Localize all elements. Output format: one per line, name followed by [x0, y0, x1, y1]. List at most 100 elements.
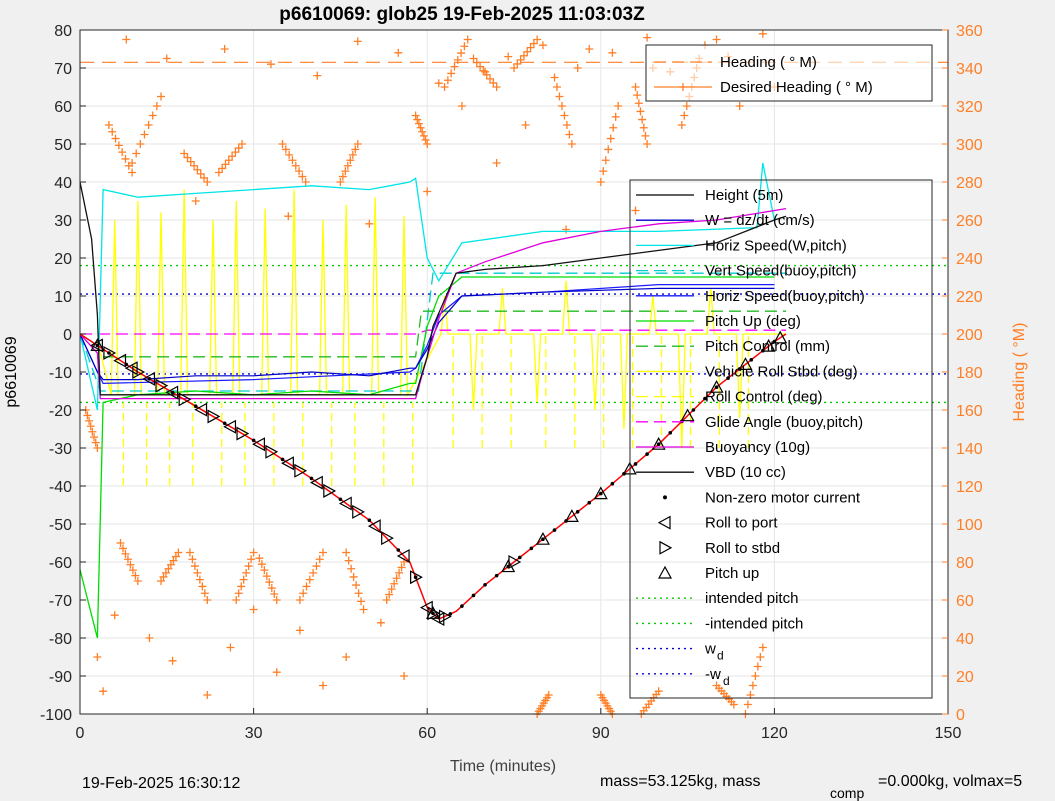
glide-series — [80, 329, 786, 335]
heading-marker — [249, 605, 258, 614]
heading-marker — [418, 127, 427, 136]
motor-current-dot — [251, 438, 256, 443]
legend-label: Horiz Speed(W,pitch) — [705, 237, 847, 254]
legend-label: intended pitch — [705, 590, 798, 607]
heading-marker — [385, 590, 394, 599]
heading-marker — [562, 121, 571, 129]
tick-label-y: 50 — [54, 137, 72, 154]
heading-marker — [91, 438, 100, 447]
legend-label: Buoyancy (10g) — [705, 439, 810, 456]
heading-marker — [353, 140, 362, 148]
heading-marker — [159, 572, 168, 581]
tick-label-y2: 240 — [956, 251, 983, 268]
heading-marker — [140, 130, 149, 139]
legend-heading: Heading ( ° M) Desired Heading ( ° M) — [645, 44, 933, 102]
horiz-speed-w-series — [79, 162, 776, 411]
heading-marker — [552, 83, 561, 91]
motor-current-dot — [338, 497, 343, 502]
roll-stbd-marker — [381, 531, 394, 546]
tick-label-y: 10 — [54, 289, 72, 306]
heading-marker — [193, 568, 202, 577]
heading-marker — [413, 115, 422, 124]
heading-marker — [604, 145, 613, 154]
heading-marker — [121, 549, 130, 558]
motor-current-dot — [645, 452, 649, 456]
heading-marker — [348, 150, 357, 159]
pitch-up-marker — [593, 486, 608, 500]
heading-marker — [414, 119, 423, 128]
heading-marker — [344, 556, 353, 565]
roll-port-marker — [113, 353, 127, 368]
heading-marker — [680, 111, 689, 120]
heading-marker — [162, 54, 171, 63]
tick-label-x: 120 — [761, 725, 788, 742]
heading-marker — [523, 47, 532, 56]
heading-marker — [185, 548, 194, 557]
heading-marker — [174, 548, 183, 557]
heading-marker — [244, 562, 253, 571]
heading-marker — [585, 45, 594, 53]
pitch-up-marker — [738, 357, 753, 370]
pitch-up-marker — [90, 338, 105, 351]
heading-marker — [157, 577, 166, 585]
tick-label-y2: 260 — [956, 213, 983, 230]
heading-marker — [114, 141, 123, 150]
heading-marker — [144, 121, 153, 129]
roll-port-marker — [252, 437, 265, 452]
heading-marker — [489, 78, 498, 87]
heading-marker — [116, 539, 125, 547]
heading-marker — [133, 577, 142, 585]
legend-label: Roll Control (deg) — [705, 389, 823, 406]
motor-current-dot — [193, 404, 198, 409]
roll-stbd-marker — [427, 606, 441, 621]
tick-label-y2: 0 — [956, 707, 965, 724]
pitch-up-marker — [709, 379, 724, 393]
heading-marker — [416, 123, 425, 132]
heading-marker — [712, 35, 721, 44]
heading-marker — [614, 102, 623, 110]
heading-marker — [295, 167, 304, 176]
heading-marker — [237, 582, 246, 591]
heading-marker — [242, 568, 251, 577]
heading-marker — [161, 568, 170, 577]
heading-marker — [609, 123, 618, 132]
buoyancy-series — [79, 207, 787, 400]
legend-label: Roll to stbd — [705, 540, 780, 557]
motor-current-dot — [703, 396, 707, 401]
tick-label-y: -100 — [40, 707, 72, 724]
tick-label-y: -10 — [49, 365, 72, 382]
heading-marker — [504, 52, 513, 61]
heading-marker — [538, 41, 547, 50]
heading-marker — [753, 662, 762, 671]
tick-label-y: 70 — [54, 61, 72, 78]
heading-marker — [423, 140, 432, 148]
motor-current-dot — [610, 481, 615, 486]
heading-marker — [481, 67, 490, 76]
heading-marker — [136, 140, 145, 148]
heading-marker — [392, 574, 401, 583]
roll-stbd-marker — [236, 426, 250, 441]
roll-port-marker — [142, 371, 156, 386]
heading-marker — [111, 134, 120, 143]
roll-stbd-marker — [132, 364, 146, 380]
heading-marker — [285, 150, 294, 159]
motor-current-dot — [749, 358, 754, 362]
heading-marker — [221, 160, 230, 169]
legend-label: Roll to port — [705, 515, 778, 532]
heading-marker — [83, 411, 92, 420]
tick-label-y: -50 — [49, 517, 72, 534]
heading-marker — [395, 568, 404, 577]
motor-current-dot — [494, 573, 499, 578]
heading-marker — [123, 555, 132, 564]
roll-port-marker — [194, 402, 208, 417]
heading-marker — [510, 64, 518, 72]
motor-current-dot — [656, 442, 661, 447]
motor-current-dot — [222, 421, 227, 426]
tick-label-y2: 180 — [956, 365, 983, 382]
heading-marker — [85, 416, 94, 425]
heading-marker — [295, 596, 304, 604]
legend-sample — [657, 565, 673, 579]
tick-label-x: 60 — [418, 725, 436, 742]
heading-marker — [351, 145, 360, 154]
motor-current-dot — [552, 528, 557, 532]
